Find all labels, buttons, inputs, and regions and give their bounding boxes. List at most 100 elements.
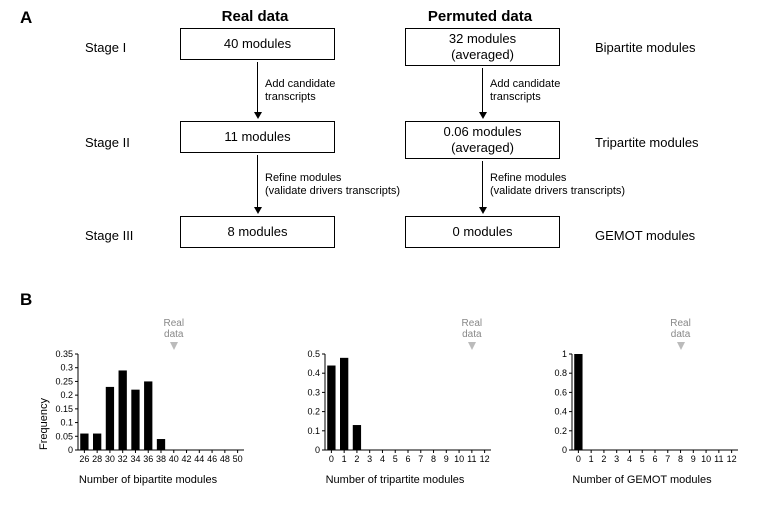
box-real-stage1-text: 40 modules: [224, 36, 291, 52]
svg-text:5: 5: [393, 454, 398, 464]
arrow-perm-2-line: [482, 161, 483, 207]
chart-tripartite: 00.10.20.30.40.50123456789101112Number o…: [295, 350, 495, 470]
real-data-arrow-icon: [170, 342, 178, 350]
svg-text:1: 1: [342, 454, 347, 464]
arrow-perm-1-line: [482, 68, 483, 112]
svg-text:0.2: 0.2: [60, 390, 73, 400]
arrow-perm-1-head: [479, 112, 487, 119]
svg-text:0: 0: [576, 454, 581, 464]
arrow-real-2-label: Refine modules (validate drivers transcr…: [265, 172, 400, 198]
svg-text:0.2: 0.2: [554, 426, 567, 436]
arrow-real-1-head: [254, 112, 262, 119]
svg-text:38: 38: [156, 454, 166, 464]
arrow-real-1-label-b: transcripts: [265, 91, 316, 103]
svg-text:2: 2: [354, 454, 359, 464]
arrow-perm-2-label-b: (validate drivers transcripts): [490, 185, 625, 197]
svg-text:30: 30: [105, 454, 115, 464]
arrow-real-1-label: Add candidate transcripts: [265, 78, 335, 104]
svg-text:0.2: 0.2: [307, 407, 320, 417]
arrow-perm-1-label-a: Add candidate: [490, 78, 560, 90]
box-perm-stage3-text: 0 modules: [453, 224, 513, 240]
arrow-perm-1-label-b: transcripts: [490, 91, 541, 103]
svg-text:12: 12: [480, 454, 490, 464]
box-real-stage2-text: 11 modules: [224, 129, 290, 145]
svg-text:8: 8: [431, 454, 436, 464]
box-perm-stage2: 0.06 modules (averaged): [405, 121, 560, 159]
right-label-gemot: GEMOT modules: [595, 228, 695, 243]
svg-text:7: 7: [665, 454, 670, 464]
arrow-real-2-label-b: (validate drivers transcripts): [265, 185, 400, 197]
svg-text:0: 0: [562, 445, 567, 455]
box-perm-stage2-text-b: (averaged): [451, 140, 514, 156]
svg-text:7: 7: [418, 454, 423, 464]
svg-text:11: 11: [714, 454, 723, 464]
svg-text:9: 9: [444, 454, 449, 464]
svg-text:0: 0: [315, 445, 320, 455]
real-data-arrow-icon: [468, 342, 476, 350]
real-data-arrow-icon: [677, 342, 685, 350]
svg-text:0.3: 0.3: [60, 363, 73, 373]
svg-text:0.4: 0.4: [307, 368, 320, 378]
svg-text:0.1: 0.1: [60, 418, 73, 428]
arrow-real-2-head: [254, 207, 262, 214]
svg-text:26: 26: [79, 454, 89, 464]
box-real-stage3: 8 modules: [180, 216, 335, 248]
svg-text:0: 0: [68, 445, 73, 455]
svg-text:32: 32: [118, 454, 128, 464]
box-perm-stage3: 0 modules: [405, 216, 560, 248]
svg-text:42: 42: [182, 454, 192, 464]
svg-text:1: 1: [589, 454, 594, 464]
svg-text:12: 12: [727, 454, 737, 464]
svg-text:4: 4: [627, 454, 632, 464]
x-axis-label: Number of GEMOT modules: [542, 474, 742, 486]
svg-text:46: 46: [207, 454, 217, 464]
real-data-label: Realdata: [454, 318, 490, 340]
x-axis-label: Number of bipartite modules: [48, 474, 248, 486]
svg-text:0.5: 0.5: [307, 350, 320, 359]
svg-text:0.3: 0.3: [307, 387, 320, 397]
svg-text:34: 34: [130, 454, 140, 464]
real-data-label: Realdata: [663, 318, 699, 340]
svg-text:3: 3: [614, 454, 619, 464]
box-perm-stage1: 32 modules (averaged): [405, 28, 560, 66]
arrow-real-2-line: [257, 155, 258, 207]
svg-text:2: 2: [601, 454, 606, 464]
chart-gemot: 00.20.40.60.810123456789101112Number of …: [542, 350, 742, 470]
svg-text:5: 5: [640, 454, 645, 464]
svg-text:3: 3: [367, 454, 372, 464]
box-real-stage2: 11 modules: [180, 121, 335, 153]
right-label-tripartite: Tripartite modules: [595, 135, 699, 150]
svg-text:0.4: 0.4: [554, 407, 567, 417]
svg-text:0.1: 0.1: [307, 426, 320, 436]
arrow-real-2-label-a: Refine modules: [265, 172, 341, 184]
svg-text:6: 6: [652, 454, 657, 464]
x-axis-label: Number of tripartite modules: [295, 474, 495, 486]
svg-text:4: 4: [380, 454, 385, 464]
svg-text:6: 6: [405, 454, 410, 464]
arrow-perm-2-label: Refine modules (validate drivers transcr…: [490, 172, 625, 198]
svg-text:28: 28: [92, 454, 102, 464]
svg-text:8: 8: [678, 454, 683, 464]
stage-3-label: Stage III: [85, 228, 133, 243]
svg-text:0.05: 0.05: [55, 431, 73, 441]
box-perm-stage2-text-a: 0.06 modules: [443, 124, 521, 140]
svg-text:40: 40: [169, 454, 179, 464]
svg-text:44: 44: [194, 454, 204, 464]
real-data-label: Realdata: [156, 318, 192, 340]
box-real-stage3-text: 8 modules: [228, 224, 288, 240]
svg-text:50: 50: [233, 454, 243, 464]
svg-text:10: 10: [701, 454, 711, 464]
arrow-real-1-line: [257, 62, 258, 112]
arrow-perm-2-label-a: Refine modules: [490, 172, 566, 184]
stage-1-label: Stage I: [85, 40, 126, 55]
svg-text:11: 11: [467, 454, 476, 464]
col-header-permuted: Permuted data: [410, 8, 550, 25]
svg-text:48: 48: [220, 454, 230, 464]
svg-text:10: 10: [454, 454, 464, 464]
svg-text:36: 36: [143, 454, 153, 464]
svg-text:0.25: 0.25: [55, 376, 73, 386]
svg-text:0.15: 0.15: [55, 404, 73, 414]
svg-text:0.35: 0.35: [55, 350, 73, 359]
arrow-real-1-label-a: Add candidate: [265, 78, 335, 90]
svg-text:1: 1: [562, 350, 567, 359]
